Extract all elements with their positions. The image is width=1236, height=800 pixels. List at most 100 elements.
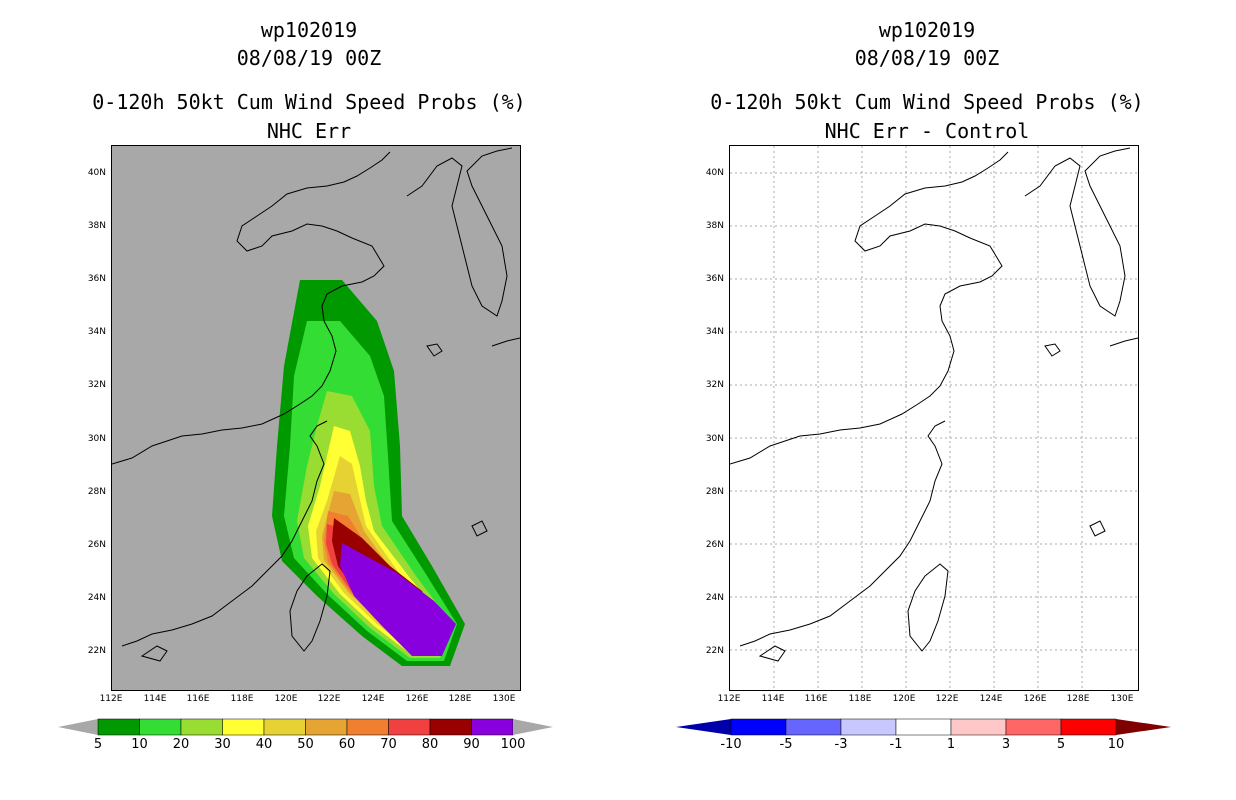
left-cbar-cell-5 (305, 718, 348, 736)
left-lon-130: 130E (492, 694, 516, 704)
left-title-3: 0-120h 50kt Cum Wind Speed Probs (%) (92, 90, 526, 114)
left-lat-34: 34N (87, 327, 106, 337)
right-map[interactable] (729, 145, 1139, 691)
right-lat-28: 28N (705, 487, 724, 497)
right-lat-22: 22N (705, 646, 724, 656)
left-cbar-cell-9 (471, 718, 514, 736)
right-cbar-cell-0 (730, 718, 787, 736)
left-lat-36: 36N (87, 274, 106, 284)
right-title-2: 08/08/19 00Z (854, 46, 1000, 70)
right-cbar-label-2: -3 (834, 737, 848, 752)
left-cbar-label-4: 40 (255, 737, 273, 752)
left-cbar-cell-3 (222, 718, 265, 736)
left-cbar-cell-6 (346, 718, 389, 736)
right-cbar-end-right (1116, 719, 1171, 735)
right-gridlines (730, 146, 1138, 690)
right-lon-126: 126E (1023, 694, 1047, 704)
left-lon-118: 118E (230, 694, 254, 704)
right-title-3: 0-120h 50kt Cum Wind Speed Probs (%) (710, 90, 1144, 114)
left-lat-38: 38N (87, 221, 106, 231)
left-cbar-end-right (513, 719, 553, 735)
left-cbar-label-7: 70 (380, 737, 397, 752)
left-panel: wp102019 08/08/19 00Z 0-120h 50kt Cum Wi… (58, 18, 553, 752)
left-title-4: NHC Err (266, 119, 352, 143)
left-lon-128: 128E (448, 694, 472, 704)
left-map[interactable] (111, 145, 521, 691)
right-cbar-cell-1 (785, 718, 842, 736)
left-title-1: wp102019 (260, 18, 358, 42)
right-title-1: wp102019 (878, 18, 976, 42)
left-cbar-label-3: 30 (214, 737, 231, 752)
left-lon-124: 124E (361, 694, 385, 704)
left-lat-32: 32N (87, 380, 106, 390)
right-cbar-label-7: 10 (1107, 737, 1125, 752)
left-cbar-cell-8 (429, 718, 472, 736)
right-panel: wp102019 08/08/19 00Z 0-120h 50kt Cum Wi… (618, 0, 1236, 800)
right-cbar-label-1: -5 (779, 737, 793, 752)
left-lat-26: 26N (87, 540, 106, 550)
right-lon-118: 118E (848, 694, 872, 704)
right-lat-40: 40N (705, 168, 724, 178)
right-cbar-cell-3 (895, 718, 952, 736)
left-cbar-end-left (58, 719, 98, 735)
left-colorbar (58, 718, 553, 736)
right-cbar-cell-5 (1005, 718, 1062, 736)
right-lon-122: 122E (935, 694, 959, 704)
right-title-4: NHC Err - Control (824, 119, 1030, 143)
left-cbar-label-6: 60 (338, 737, 356, 752)
left-lat-30: 30N (87, 434, 106, 444)
left-lon-112: 112E (99, 694, 123, 704)
right-lat-36: 36N (705, 274, 724, 284)
right-lat-32: 32N (705, 380, 724, 390)
left-cbar-cell-7 (388, 718, 431, 736)
left-map-svg (112, 147, 520, 666)
left-lon-126: 126E (405, 694, 429, 704)
left-cbar-cell-4 (263, 718, 306, 736)
right-coastlines (730, 147, 1138, 662)
right-cbar-label-3: -1 (889, 737, 903, 752)
left-lat-40: 40N (87, 168, 106, 178)
right-map-svg (730, 146, 1138, 690)
left-cbar-label-8: 80 (421, 737, 439, 752)
right-lon-128: 128E (1066, 694, 1090, 704)
right-lon-130: 130E (1110, 694, 1134, 704)
right-cbar-label-5: 3 (1001, 737, 1011, 752)
left-lon-114: 114E (143, 694, 167, 704)
left-cbar-cell-1 (139, 718, 182, 736)
left-cbar-label-5: 50 (297, 737, 314, 752)
right-colorbar (676, 718, 1171, 736)
left-lon-116: 116E (186, 694, 210, 704)
left-lon-122: 122E (317, 694, 341, 704)
left-cbar-cell-0 (97, 718, 140, 736)
right-cbar-cell-2 (840, 718, 897, 736)
right-lat-30: 30N (705, 434, 724, 444)
left-coastlines (112, 147, 520, 662)
left-lat-28: 28N (87, 487, 106, 497)
right-lon-124: 124E (979, 694, 1003, 704)
left-lat-22: 22N (87, 646, 106, 656)
prob-90 (340, 543, 456, 656)
right-cbar-label-6: 5 (1056, 737, 1066, 752)
right-lat-38: 38N (705, 221, 724, 231)
right-cbar-label-4: 1 (946, 737, 956, 752)
left-cbar-label-1: 10 (131, 737, 148, 752)
right-lon-114: 114E (761, 694, 785, 704)
right-cbar-cell-6 (1060, 718, 1117, 736)
left-lon-120: 120E (274, 694, 298, 704)
left-cbar-label-2: 20 (172, 737, 190, 752)
left-title-2: 08/08/19 00Z (236, 46, 382, 70)
left-lat-24: 24N (87, 593, 106, 603)
right-lat-24: 24N (705, 593, 724, 603)
right-lat-34: 34N (705, 327, 724, 337)
left-cbar-label-10: 100 (500, 737, 526, 752)
right-cbar-cell-4 (950, 718, 1007, 736)
right-lon-112: 112E (717, 694, 741, 704)
right-lon-120: 120E (892, 694, 916, 704)
right-lat-26: 26N (705, 540, 724, 550)
right-lon-116: 116E (804, 694, 828, 704)
left-cbar-label-0: 5 (93, 737, 103, 752)
right-cbar-label-0: -10 (720, 737, 742, 752)
left-cbar-label-9: 90 (463, 737, 480, 752)
right-cbar-end-left (676, 719, 731, 735)
left-cbar-cell-2 (180, 718, 223, 736)
